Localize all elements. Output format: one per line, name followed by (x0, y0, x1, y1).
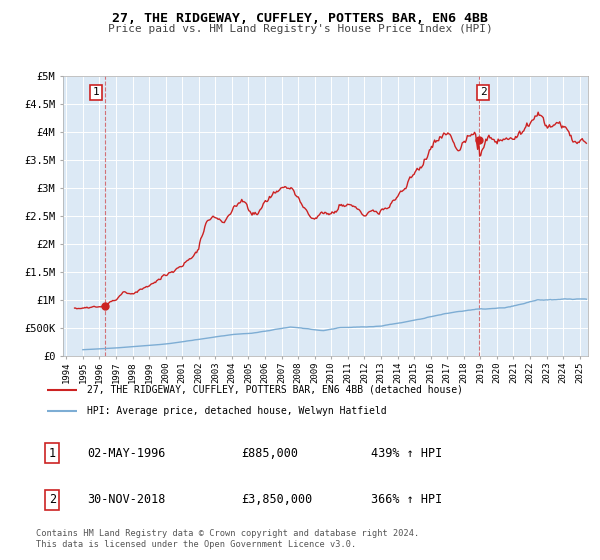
Text: 1: 1 (92, 87, 99, 97)
Text: This data is licensed under the Open Government Licence v3.0.: This data is licensed under the Open Gov… (36, 540, 356, 549)
Text: £3,850,000: £3,850,000 (241, 493, 313, 506)
Text: 1: 1 (49, 447, 56, 460)
Text: Price paid vs. HM Land Registry's House Price Index (HPI): Price paid vs. HM Land Registry's House … (107, 24, 493, 34)
Text: Contains HM Land Registry data © Crown copyright and database right 2024.: Contains HM Land Registry data © Crown c… (36, 529, 419, 538)
Text: 30-NOV-2018: 30-NOV-2018 (88, 493, 166, 506)
Text: HPI: Average price, detached house, Welwyn Hatfield: HPI: Average price, detached house, Welw… (88, 407, 387, 416)
Text: 27, THE RIDGEWAY, CUFFLEY, POTTERS BAR, EN6 4BB (detached house): 27, THE RIDGEWAY, CUFFLEY, POTTERS BAR, … (88, 385, 463, 395)
Text: 27, THE RIDGEWAY, CUFFLEY, POTTERS BAR, EN6 4BB: 27, THE RIDGEWAY, CUFFLEY, POTTERS BAR, … (112, 12, 488, 25)
Text: 366% ↑ HPI: 366% ↑ HPI (371, 493, 442, 506)
Text: 439% ↑ HPI: 439% ↑ HPI (371, 447, 442, 460)
Text: 2: 2 (480, 87, 487, 97)
Text: 2: 2 (49, 493, 56, 506)
Text: 02-MAY-1996: 02-MAY-1996 (88, 447, 166, 460)
Text: £885,000: £885,000 (241, 447, 298, 460)
